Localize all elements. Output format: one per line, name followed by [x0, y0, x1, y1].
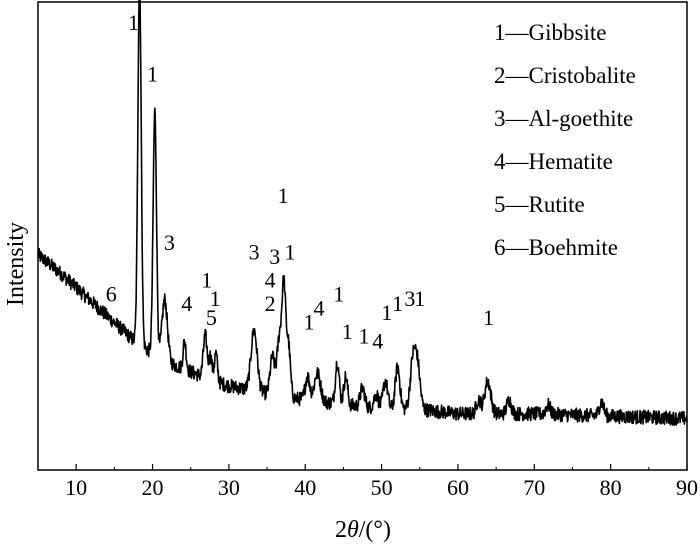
peak-label: 1	[381, 300, 392, 325]
x-axis-title-prefix: 2	[335, 517, 347, 543]
legend-dash: —	[505, 235, 530, 260]
peak-label: 1	[304, 310, 315, 335]
legend-entry: 2—Cristobalite	[494, 63, 636, 88]
x-axis-title: 2θ/(°)	[335, 517, 391, 543]
legend-dash: —	[505, 106, 530, 131]
xrd-pattern-line	[37, 0, 688, 426]
legend-num: 2	[494, 63, 506, 88]
legend-dash: —	[505, 63, 530, 88]
x-axis-ticks: 10 20 30 40 50 60 70 80 90	[37, 464, 698, 500]
peak-label: 3	[269, 244, 280, 269]
peak-label: 1	[210, 286, 221, 311]
peak-label: 4	[265, 267, 276, 292]
legend-num: 5	[494, 192, 506, 217]
x-tick-label: 40	[294, 475, 316, 500]
x-tick-label: 80	[600, 475, 622, 500]
legend-name: Gibbsite	[529, 20, 607, 45]
legend-name: Boehmite	[529, 235, 618, 260]
legend-name: Rutite	[529, 192, 585, 217]
peak-label: 1	[147, 62, 158, 87]
peak-label: 1	[128, 10, 139, 35]
peak-label: 4	[313, 296, 324, 321]
peak-label: 3	[404, 286, 415, 311]
legend-num: 3	[494, 106, 506, 131]
legend-num: 1	[494, 20, 506, 45]
x-tick-label: 10	[65, 475, 87, 500]
peak-label: 1	[359, 324, 370, 349]
peak-label: 4	[372, 328, 383, 353]
legend-name: Hematite	[529, 149, 613, 174]
legend-dash: —	[505, 149, 530, 174]
legend: 1—Gibbsite2—Cristobalite3—Al-goethite4—H…	[494, 20, 636, 260]
peak-label: 4	[181, 291, 192, 316]
peak-label: 3	[249, 239, 260, 264]
x-tick-label: 70	[523, 475, 545, 500]
x-tick-label: 50	[371, 475, 393, 500]
legend-entry: 6—Boehmite	[494, 235, 618, 260]
peak-label: 1	[333, 282, 344, 307]
x-axis-title-theta: θ	[347, 517, 359, 543]
legend-entry: 4—Hematite	[494, 149, 613, 174]
peak-label: 1	[284, 239, 295, 264]
peak-label: 1	[392, 291, 403, 316]
x-tick-label: 20	[142, 475, 164, 500]
legend-entry: 1—Gibbsite	[494, 20, 606, 45]
peak-label: 2	[265, 291, 276, 316]
plot-frame	[37, 1, 688, 471]
legend-entry: 5—Rutite	[494, 192, 585, 217]
peak-label: 5	[206, 305, 217, 330]
legend-dash: —	[505, 20, 530, 45]
x-axis-title-unit: /(°)	[359, 517, 391, 543]
peak-label: 1	[342, 319, 353, 344]
peak-label: 3	[164, 230, 175, 255]
peak-label: 1	[483, 305, 494, 330]
legend-dash: —	[505, 192, 530, 217]
peak-label: 1	[414, 286, 425, 311]
legend-entry: 3—Al-goethite	[494, 106, 633, 131]
legend-num: 6	[494, 235, 506, 260]
x-tick-label: 30	[218, 475, 240, 500]
peak-label: 1	[278, 183, 289, 208]
x-tick-label: 60	[447, 475, 469, 500]
peak-label: 1	[201, 267, 212, 292]
x-tick-label: 90	[676, 475, 698, 500]
peak-label: 6	[106, 282, 117, 307]
y-axis-title: Intensity	[3, 222, 29, 306]
legend-num: 4	[494, 149, 506, 174]
legend-name: Al-goethite	[529, 106, 634, 131]
legend-name: Cristobalite	[529, 63, 636, 88]
